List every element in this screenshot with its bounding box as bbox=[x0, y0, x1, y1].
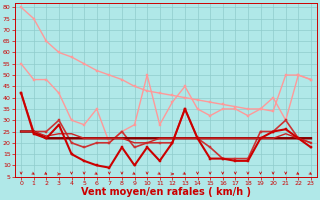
X-axis label: Vent moyen/en rafales ( km/h ): Vent moyen/en rafales ( km/h ) bbox=[81, 187, 251, 197]
